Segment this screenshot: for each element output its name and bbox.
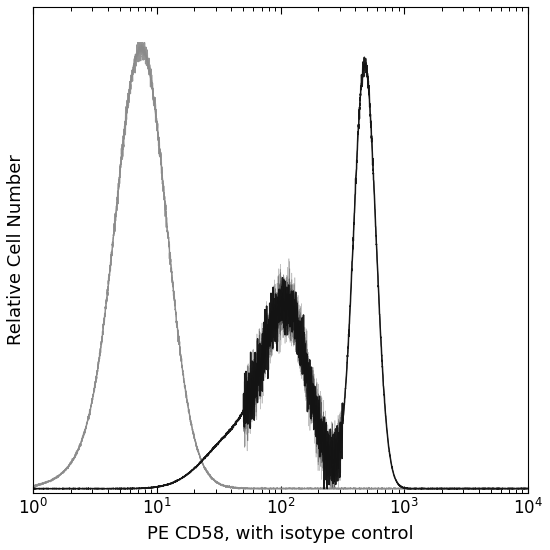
X-axis label: PE CD58, with isotype control: PE CD58, with isotype control [147,525,414,543]
Y-axis label: Relative Cell Number: Relative Cell Number [7,155,25,345]
